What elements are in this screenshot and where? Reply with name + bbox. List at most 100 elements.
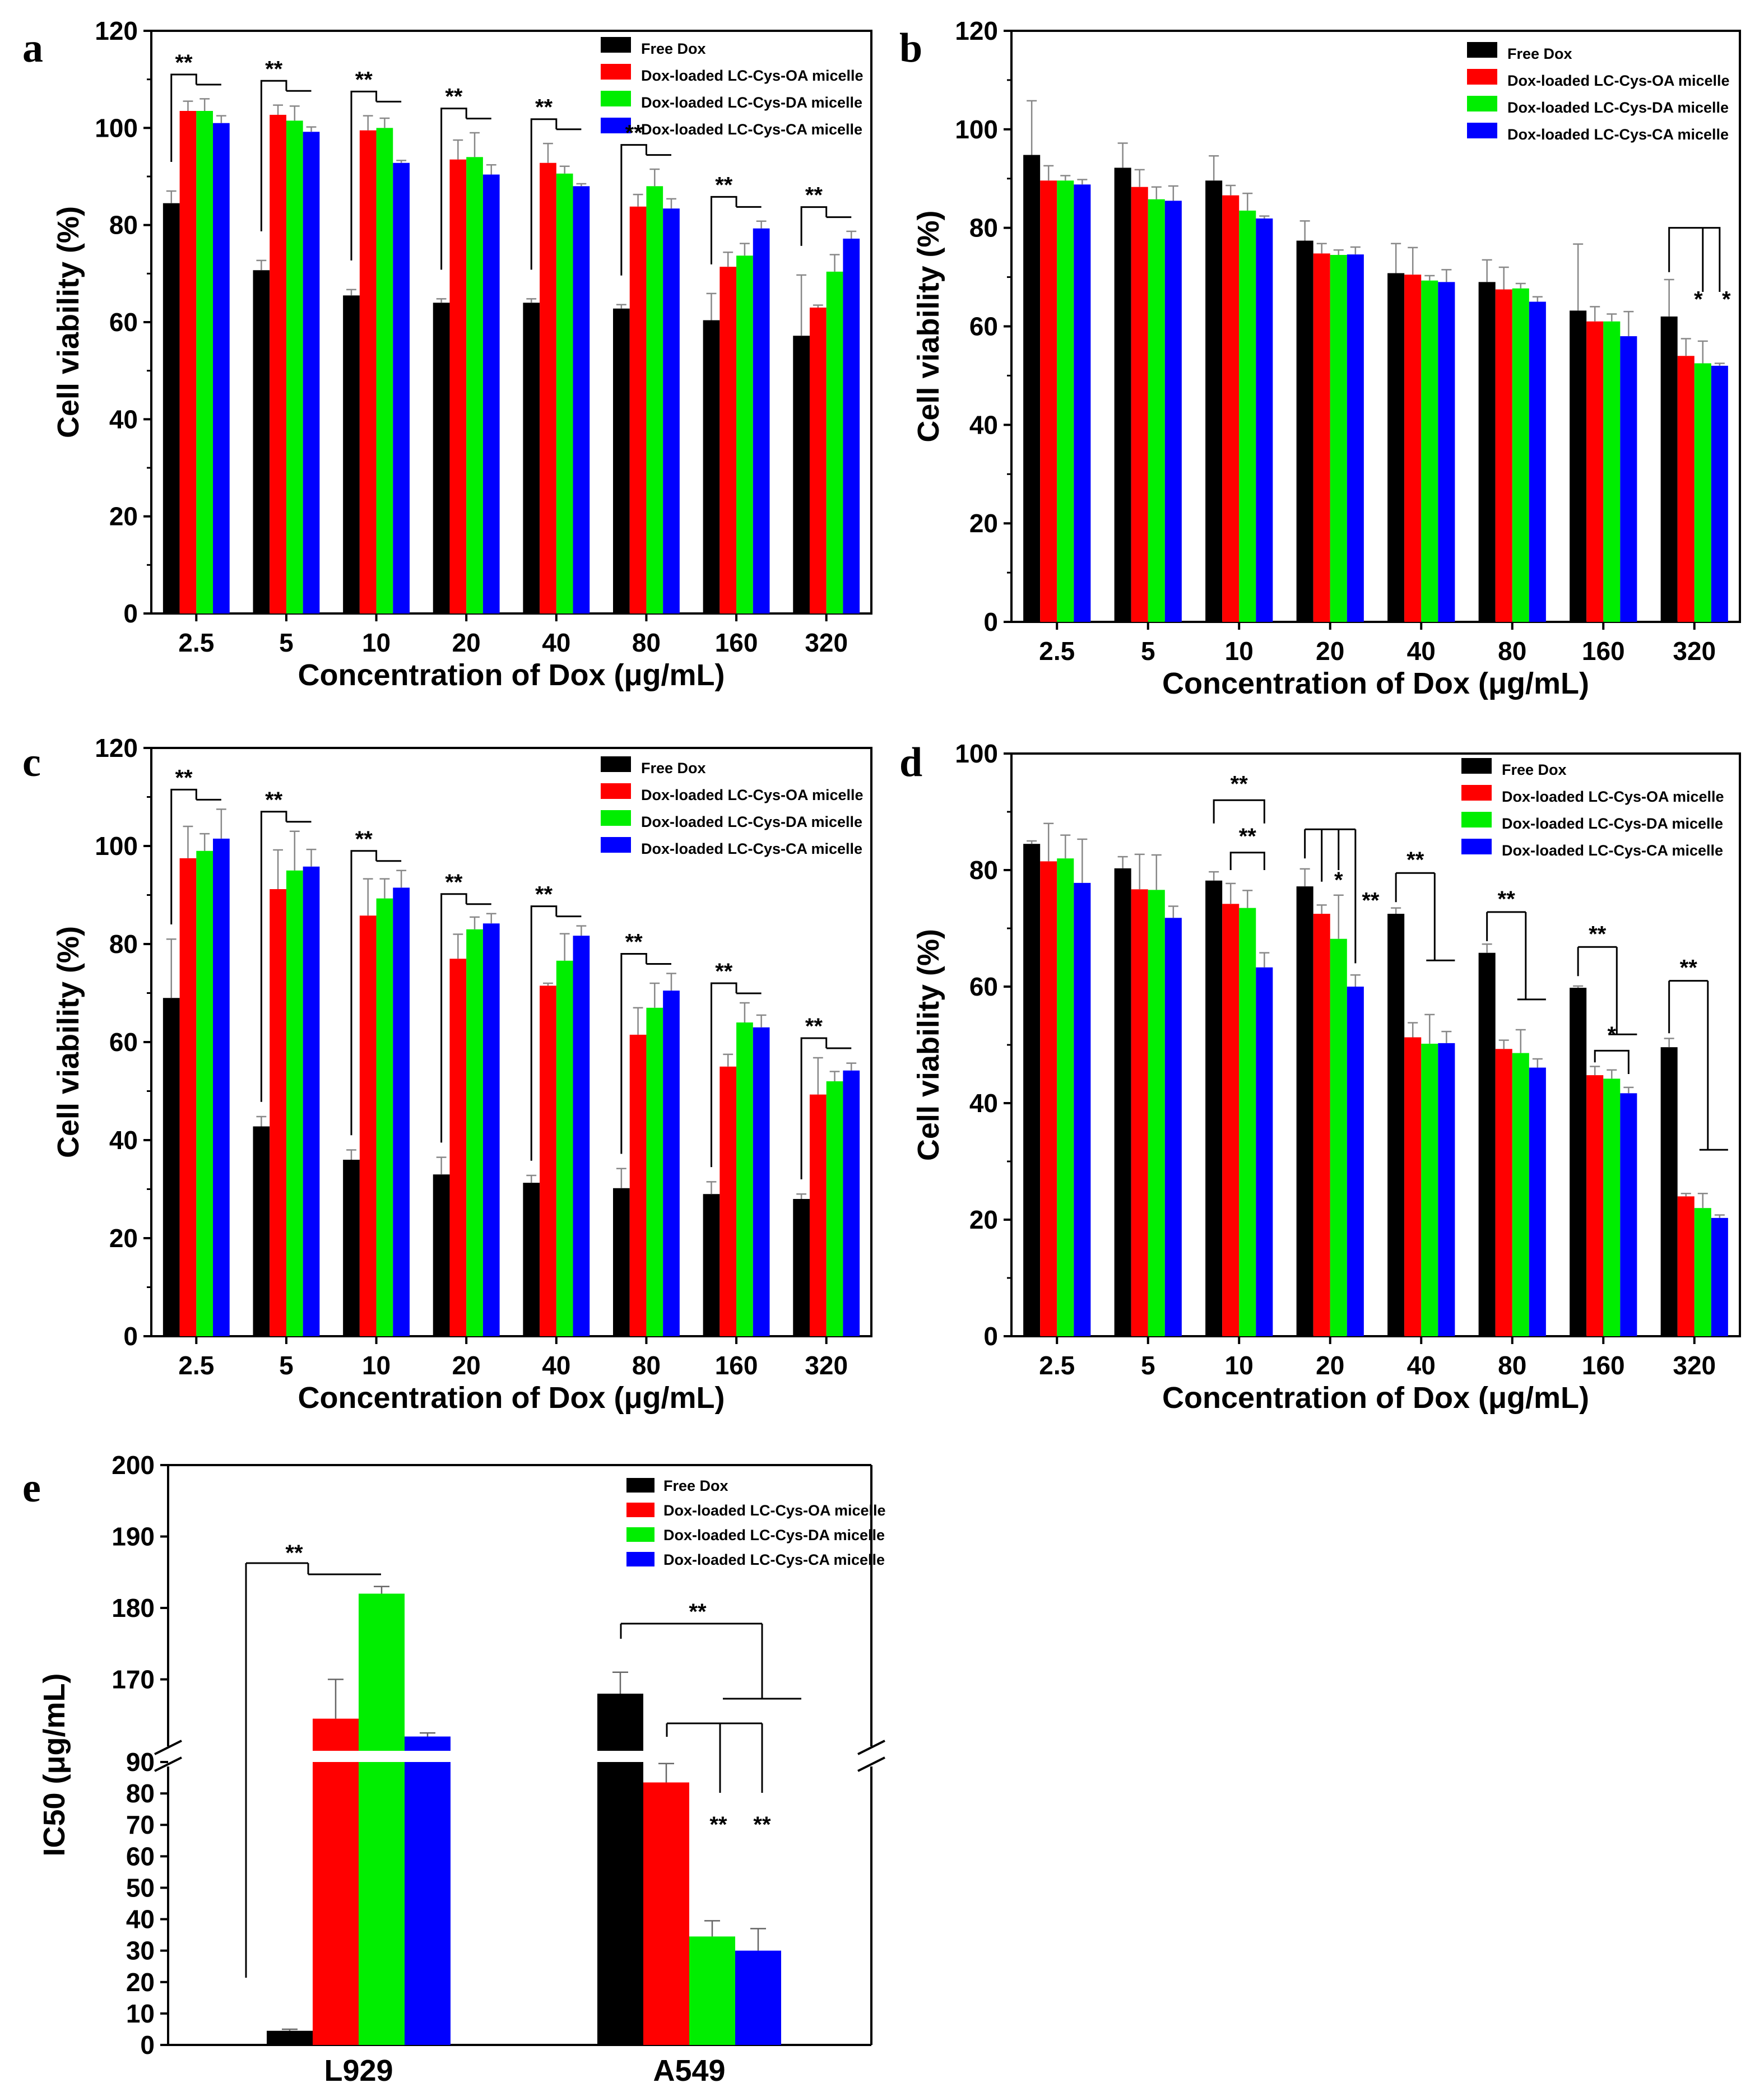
bar-d-0-1: [1114, 868, 1131, 1336]
bar-b-3-4: [1438, 282, 1455, 622]
y-tick-label: 0: [983, 1322, 998, 1351]
legend-label: Dox-loaded LC-Cys-CA micelle: [663, 1551, 885, 1568]
bar-a-3-5: [663, 208, 680, 613]
x-axis-title: Concentration of Dox (μg/mL): [298, 658, 725, 692]
bar-b-0-5: [1478, 282, 1496, 622]
bar-a-1-0: [179, 111, 197, 613]
bar-d-1-6: [1586, 1075, 1604, 1336]
bar-a-2-6: [736, 255, 753, 613]
x-tick-label: 10: [1225, 1351, 1254, 1380]
legend-swatch: [601, 37, 631, 53]
x-tick-label: 160: [1582, 1351, 1625, 1380]
legend-label: Dox-loaded LC-Cys-CA micelle: [1507, 126, 1729, 143]
legend-swatch: [1467, 123, 1497, 138]
bar-e-0-0: [267, 2030, 313, 2045]
x-tick-label: 10: [362, 1351, 391, 1380]
significance-bracket: [620, 144, 647, 276]
bar-b-2-2: [1239, 210, 1256, 622]
bar-c-2-5: [646, 1007, 663, 1336]
significance-bracket: [440, 108, 467, 270]
y-tick-label: 100: [95, 831, 138, 861]
bar-e-lower-1-0: [313, 1762, 359, 2045]
bar-b-3-3: [1347, 254, 1364, 622]
bar-d-1-0: [1040, 861, 1057, 1336]
legend-swatch: [1467, 69, 1497, 85]
significance-bracket: [1668, 227, 1721, 292]
panel-letter: a: [22, 25, 43, 71]
chart-panel-c: 0 20 40 60 80 100 120 2.5 5 10 20 40 80 160 320 Concent…: [22, 733, 872, 1415]
legend-swatch: [1461, 812, 1492, 827]
significance-bracket: [1229, 852, 1265, 870]
bar-c-1-5: [629, 1034, 647, 1336]
bar-d-2-7: [1694, 1208, 1711, 1336]
legend-label: Dox-loaded LC-Cys-DA micelle: [663, 1527, 885, 1544]
significance-label: **: [753, 1812, 771, 1837]
y-tick-label: 200: [112, 1451, 155, 1480]
bar-d-3-0: [1074, 882, 1091, 1336]
bar-c-3-0: [213, 838, 230, 1336]
y-tick-label: 20: [126, 1968, 155, 1997]
bar-a-0-6: [703, 320, 720, 613]
y-tick-label: 100: [955, 115, 998, 144]
x-tick-label: 40: [542, 628, 570, 657]
legend-label: Dox-loaded LC-Cys-DA micelle: [641, 94, 862, 111]
bar-d-3-6: [1620, 1093, 1637, 1336]
y-tick-label: 20: [109, 502, 138, 531]
legend-swatch: [601, 783, 631, 799]
x-tick-label: A549: [653, 2054, 725, 2088]
significance-label: **: [709, 1812, 727, 1837]
x-tick-label: 320: [805, 1351, 848, 1380]
x-tick-label: 10: [1225, 636, 1254, 666]
panel-letter: e: [22, 1465, 41, 1511]
bar-e-2-0: [359, 1593, 405, 1751]
bar-b-3-5: [1529, 301, 1546, 622]
legend-label: Dox-loaded LC-Cys-OA micelle: [663, 1502, 886, 1519]
bar-d-3-7: [1711, 1217, 1728, 1336]
significance-bracket: [260, 811, 287, 1102]
bar-a-0-4: [523, 303, 540, 613]
bar-c-0-6: [703, 1194, 720, 1336]
chart-panel-a: 0 20 40 60 80 100 120 2.5 5 10 20 40 80 160 320 Concent…: [22, 16, 872, 692]
significance-label: **: [625, 930, 643, 955]
bar-c-1-2: [359, 915, 377, 1336]
y-tick-label: 80: [969, 213, 998, 243]
bar-c-1-6: [719, 1066, 737, 1336]
significance-label: **: [1589, 922, 1607, 946]
legend-swatch: [601, 837, 631, 853]
bar-c-0-3: [433, 1174, 450, 1336]
bar-b-0-7: [1660, 316, 1678, 622]
y-tick-label: 40: [109, 405, 138, 434]
significance-bracket: [710, 982, 737, 1168]
significance-label: **: [265, 57, 283, 81]
axis-break-mark: [154, 1756, 182, 1772]
significance-label: **: [715, 173, 733, 197]
bar-a-3-1: [303, 132, 320, 613]
axis-break-mark: [857, 1740, 885, 1755]
bar-a-2-0: [196, 111, 213, 613]
significance-label: **: [445, 85, 463, 109]
bar-a-2-4: [556, 173, 573, 613]
bar-e-1-0: [313, 1718, 359, 1751]
y-tick-label: 80: [126, 1779, 155, 1808]
significance-label: *: [1722, 287, 1731, 312]
significance-label: **: [689, 1600, 707, 1624]
y-tick-label: 40: [969, 1089, 998, 1118]
legend-label: Dox-loaded LC-Cys-DA micelle: [641, 813, 862, 830]
y-axis-title: Cell viability (%): [52, 206, 85, 438]
x-tick-label: 160: [715, 1351, 758, 1380]
bar-a-2-3: [466, 157, 483, 613]
significance-label: **: [445, 870, 463, 895]
legend-label: Dox-loaded LC-Cys-DA micelle: [1502, 815, 1723, 832]
significance-label: **: [1406, 848, 1424, 872]
y-tick-label: 120: [955, 16, 998, 45]
x-tick-label: 160: [1582, 636, 1625, 666]
significance-bracket: [620, 953, 647, 1154]
bar-c-1-4: [540, 985, 556, 1336]
legend-label: Dox-loaded LC-Cys-CA micelle: [641, 840, 862, 857]
bar-a-0-7: [793, 336, 810, 613]
bar-b-2-1: [1148, 199, 1165, 622]
y-tick-label: 100: [955, 739, 998, 768]
y-tick-label: 0: [123, 599, 138, 628]
y-tick-label: 40: [109, 1126, 138, 1155]
